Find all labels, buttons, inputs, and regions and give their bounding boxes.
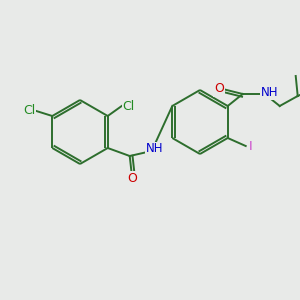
Text: I: I xyxy=(249,140,253,152)
Text: O: O xyxy=(127,172,137,184)
Text: Cl: Cl xyxy=(123,100,135,112)
Text: NH: NH xyxy=(261,86,278,100)
Text: Cl: Cl xyxy=(23,104,35,118)
Text: NH: NH xyxy=(146,142,164,155)
Text: O: O xyxy=(214,82,224,95)
